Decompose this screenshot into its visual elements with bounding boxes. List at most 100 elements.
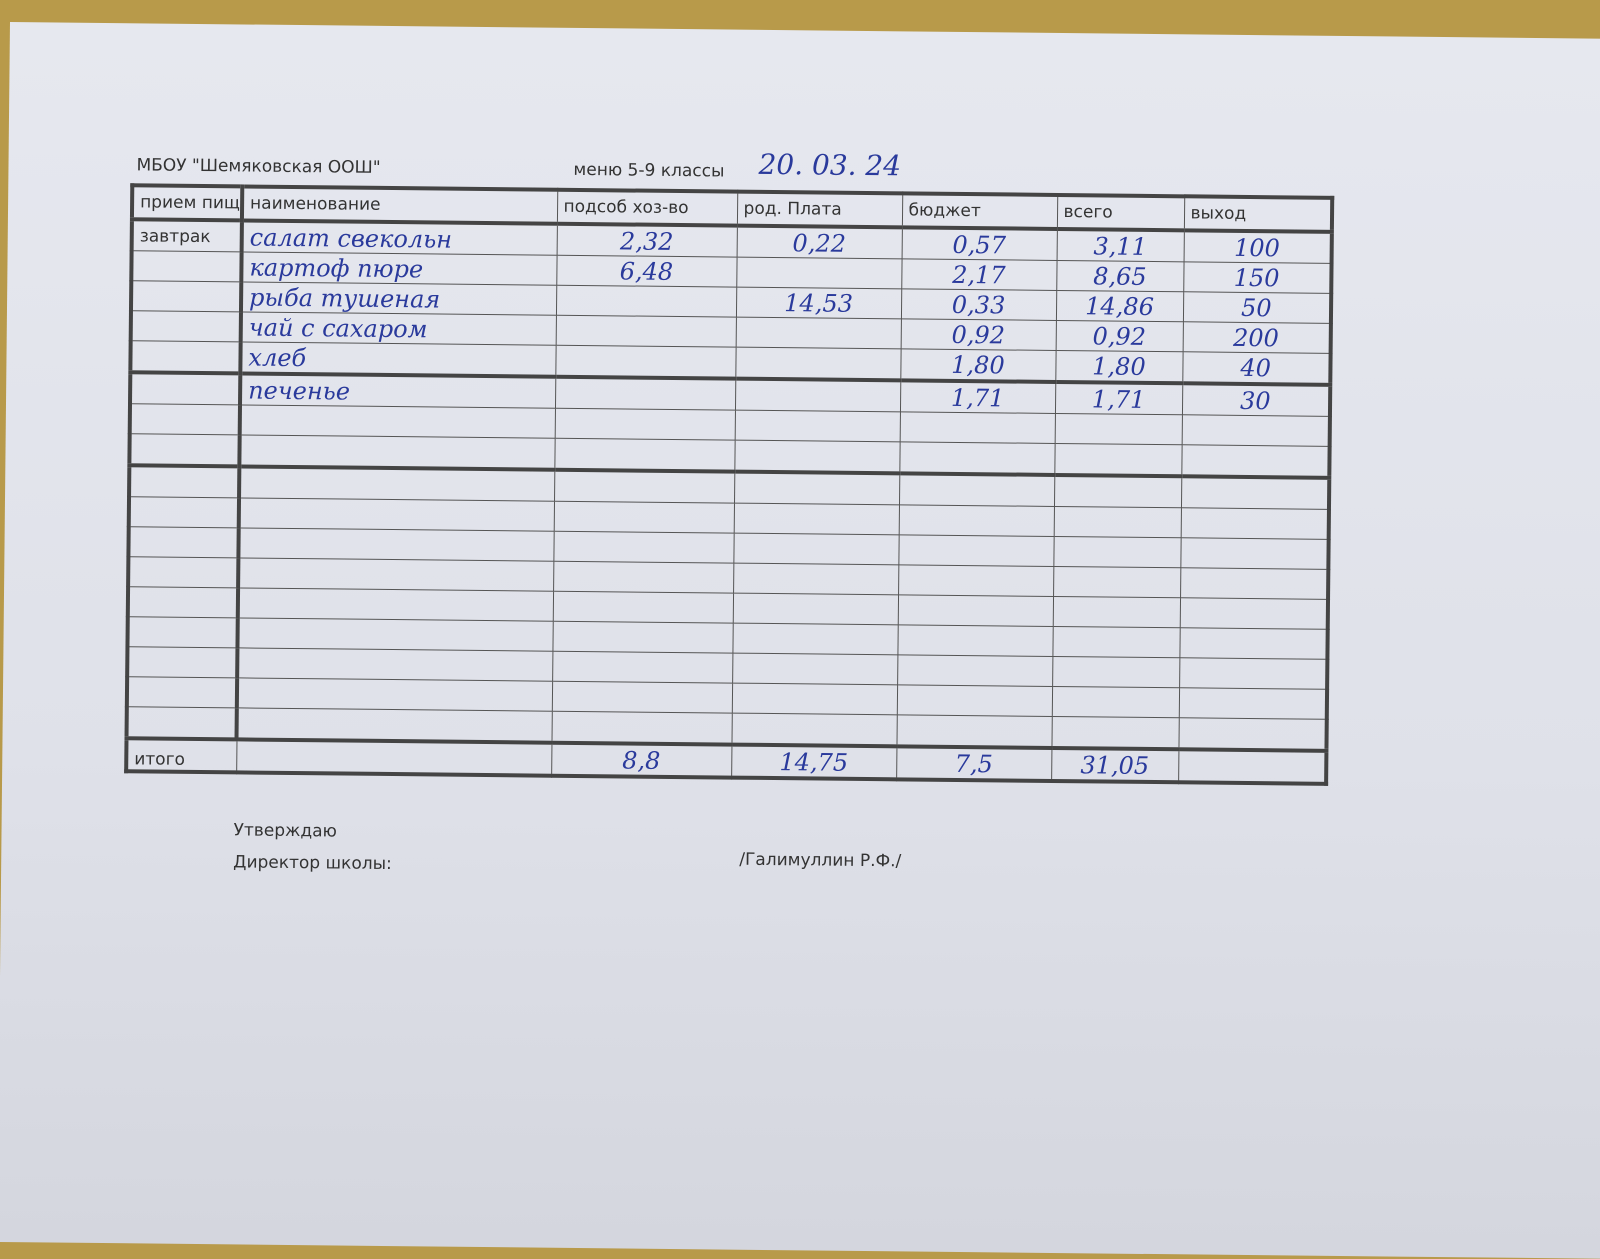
column-header: выход xyxy=(1183,196,1333,232)
empty-cell xyxy=(732,593,899,625)
empty-cell xyxy=(1052,596,1181,628)
meal-cell xyxy=(127,646,238,678)
yield-cell: 200 xyxy=(1182,321,1331,354)
meal-cell xyxy=(129,403,241,435)
empty-cell xyxy=(733,503,899,535)
menu-title: меню 5-9 классы xyxy=(573,159,725,182)
director-name: /Галимуллин Р.Ф./ xyxy=(739,849,902,872)
meal-cell xyxy=(130,372,241,405)
total-budget: 7,5 xyxy=(896,746,1052,781)
empty-cell xyxy=(896,684,1053,717)
empty-cell xyxy=(733,533,899,565)
total-podsob: 8,8 xyxy=(551,742,732,778)
podsob-cell xyxy=(555,345,736,379)
rod-cell: 0,22 xyxy=(736,225,902,259)
empty-cell xyxy=(239,466,555,502)
total-cell: 0,92 xyxy=(1055,320,1183,352)
dish-name: рыба тушеная xyxy=(240,281,557,316)
empty-cell xyxy=(553,531,734,564)
empty-cell xyxy=(1053,506,1181,538)
empty-cell xyxy=(239,404,555,439)
empty-cell xyxy=(1054,443,1182,477)
empty-cell xyxy=(553,561,734,594)
meal-cell xyxy=(127,616,238,648)
meal-cell xyxy=(131,250,242,282)
empty-cell xyxy=(554,438,735,472)
meal-cell xyxy=(130,340,241,374)
budget-cell: 0,57 xyxy=(901,227,1057,261)
total-cell: 1,80 xyxy=(1055,350,1183,384)
empty-cell xyxy=(898,534,1054,567)
meal-cell xyxy=(127,586,239,618)
empty-cell xyxy=(553,501,735,534)
column-header: род. Плата xyxy=(736,191,903,228)
podsob-cell: 2,32 xyxy=(556,223,737,258)
empty-cell xyxy=(731,713,897,747)
rod-cell xyxy=(735,317,901,349)
empty-cell xyxy=(734,410,900,442)
empty-cell xyxy=(732,623,898,655)
document-page: МБОУ "Шемяковская ООШ" меню 5-9 классы 2… xyxy=(0,22,1600,1259)
empty-cell xyxy=(1180,476,1330,510)
empty-cell xyxy=(898,564,1054,597)
empty-cell xyxy=(899,411,1055,444)
empty-cell xyxy=(239,434,555,470)
empty-cell xyxy=(1179,597,1329,630)
rod-cell xyxy=(735,347,901,381)
empty-cell xyxy=(551,711,732,745)
total-cell: 14,86 xyxy=(1055,290,1184,322)
empty-cell xyxy=(552,591,734,624)
empty-cell xyxy=(1181,444,1330,478)
empty-cell xyxy=(551,681,733,714)
column-header: подсоб хоз-во xyxy=(556,189,738,226)
dish-name: хлеб xyxy=(240,341,556,377)
empty-cell xyxy=(236,677,553,712)
empty-cell xyxy=(899,441,1055,475)
budget-cell: 1,71 xyxy=(899,380,1056,414)
total-cell: 3,11 xyxy=(1056,228,1184,262)
empty-cell xyxy=(1180,507,1329,540)
empty-cell xyxy=(1053,474,1182,508)
empty-cell xyxy=(552,621,733,654)
empty-cell xyxy=(1051,686,1180,718)
empty-cell xyxy=(1181,414,1330,447)
yield-cell: 150 xyxy=(1183,261,1332,294)
empty-cell xyxy=(898,473,1055,507)
empty-cell xyxy=(552,651,733,684)
empty-cell xyxy=(1179,627,1328,660)
empty-cell xyxy=(1178,687,1328,720)
empty-cell xyxy=(236,739,552,776)
empty-cell xyxy=(236,707,552,743)
empty-cell xyxy=(1180,567,1329,600)
total-cell: 8,65 xyxy=(1056,260,1184,292)
total-rod: 14,75 xyxy=(731,744,897,780)
podsob-cell xyxy=(554,376,736,411)
podsob-cell xyxy=(555,315,736,348)
empty-cell xyxy=(1052,626,1180,658)
empty-cell xyxy=(237,647,553,682)
meal-cell xyxy=(128,526,239,558)
yield-cell: 100 xyxy=(1183,230,1332,264)
director-label: Директор школы: xyxy=(233,852,392,875)
empty-cell xyxy=(732,653,898,685)
meal-cell xyxy=(126,676,238,708)
budget-cell: 1,80 xyxy=(900,348,1056,382)
empty-cell xyxy=(897,624,1053,657)
column-header: всего xyxy=(1056,194,1185,231)
empty-cell xyxy=(1053,536,1181,568)
yield-cell: 30 xyxy=(1181,383,1331,417)
column-header: бюджет xyxy=(901,193,1058,229)
empty-cell xyxy=(1179,657,1328,690)
empty-cell xyxy=(897,594,1054,627)
column-header: прием пищ xyxy=(131,185,243,221)
column-header: наименование xyxy=(241,186,558,224)
empty-cell xyxy=(238,527,554,562)
empty-cell xyxy=(1054,413,1182,445)
budget-cell: 0,33 xyxy=(900,288,1057,321)
empty-cell xyxy=(733,563,899,595)
podsob-cell xyxy=(555,285,737,318)
empty-cell xyxy=(554,469,735,504)
budget-cell: 0,92 xyxy=(900,318,1056,351)
dish-name: картоф пюре xyxy=(241,251,557,286)
totals-label: итого xyxy=(126,738,237,773)
